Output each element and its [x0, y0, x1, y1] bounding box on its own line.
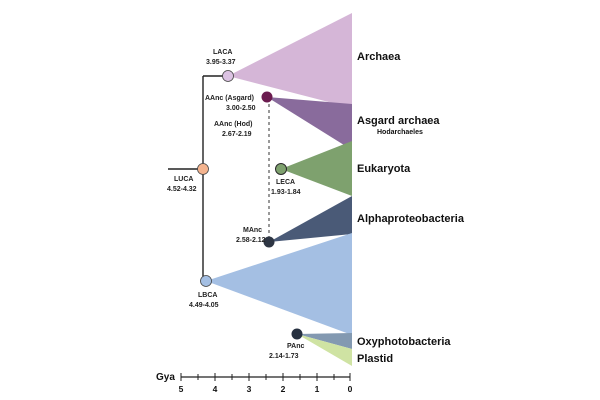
alphaproteobacteria-wedge	[269, 196, 352, 242]
panc-name: PAnc	[287, 343, 304, 350]
lbca-name: LBCA	[198, 292, 217, 299]
aanc-asgard-range: 3.00-2.50	[226, 105, 256, 112]
eukaryota-wedge	[281, 141, 352, 196]
luca-range: 4.52-4.32	[167, 186, 197, 193]
alphaproteobacteria-label: Alphaproteobacteria	[357, 213, 465, 225]
lbca-node	[200, 275, 212, 287]
manc-node	[263, 236, 275, 248]
tick-label-3: 3	[247, 384, 252, 394]
lbca-range: 4.49-4.05	[189, 302, 219, 309]
axis-title: Gya	[156, 372, 175, 383]
aanc-asgard-name: AAnc (Asgard)	[205, 95, 254, 102]
aanc-asgard-node	[261, 91, 273, 103]
panc-node	[291, 328, 303, 340]
tick-label-1: 1	[315, 384, 320, 394]
aanc-hod-name: AAnc (Hod)	[214, 121, 253, 128]
oxyphotobacteria-wedge	[297, 333, 352, 349]
manc-range: 2.58-2.12	[236, 237, 266, 244]
tick-label-4: 4	[213, 384, 218, 394]
panc-range: 2.14-1.73	[269, 353, 299, 360]
time-axis: Gya 5 4 3 2 1 0	[156, 372, 353, 394]
asgard-sublabel: Hodarchaeles	[377, 129, 423, 136]
oxyphotobacteria-label: Oxyphotobacteria	[357, 336, 451, 348]
tick-label-0: 0	[348, 384, 353, 394]
leca-name: LECA	[276, 179, 295, 186]
laca-name: LACA	[213, 49, 232, 56]
asgard-wedge	[267, 97, 352, 150]
luca-node	[197, 163, 209, 175]
tick-label-5: 5	[179, 384, 184, 394]
luca-name: LUCA	[174, 176, 193, 183]
asgard-label: Asgard archaea	[357, 115, 440, 127]
eukaryota-label: Eukaryota	[357, 163, 411, 175]
bacteria-wedge	[206, 233, 352, 335]
tick-label-2: 2	[281, 384, 286, 394]
archaea-wedge	[228, 13, 352, 108]
laca-range: 3.95-3.37	[206, 59, 236, 66]
plastid-wedge	[297, 334, 352, 366]
aanc-hod-range: 2.67-2.19	[222, 131, 252, 138]
manc-name: MAnc	[243, 227, 262, 234]
leca-range: 1.93-1.84	[271, 189, 301, 196]
axis-ticks	[180, 373, 351, 381]
laca-node	[222, 70, 234, 82]
archaea-label: Archaea	[357, 51, 401, 63]
plastid-label: Plastid	[357, 353, 393, 365]
leca-node	[275, 163, 287, 175]
